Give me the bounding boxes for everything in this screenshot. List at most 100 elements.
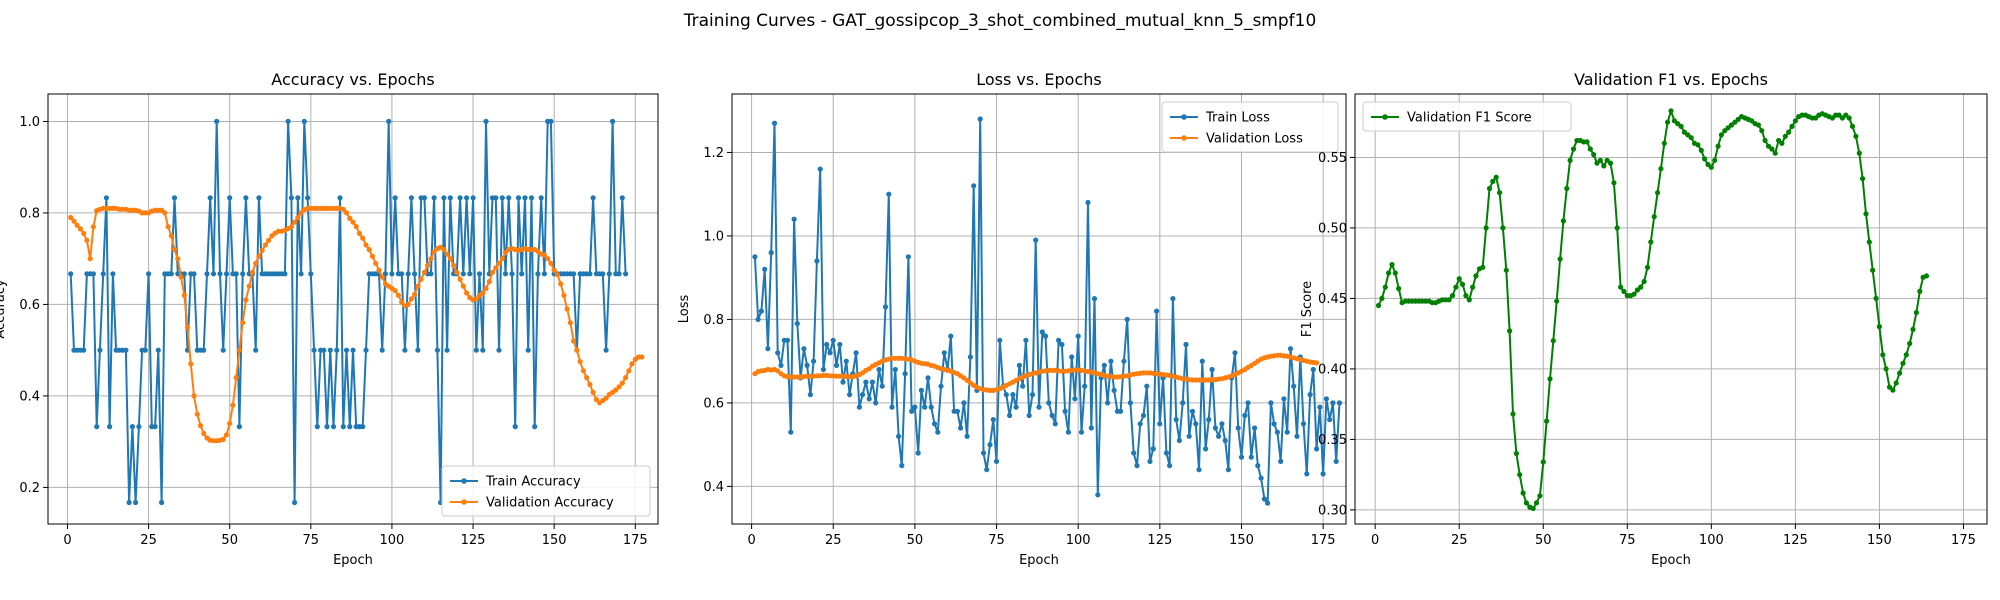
- legend-label: Validation F1 Score: [1407, 111, 1532, 126]
- data-point: [227, 195, 233, 201]
- data-point: [1483, 225, 1489, 231]
- data-point: [1473, 273, 1479, 279]
- data-point: [564, 306, 570, 312]
- x-tick-label: 75: [1619, 533, 1636, 548]
- data-point: [1052, 421, 1058, 427]
- data-point: [1533, 500, 1540, 506]
- data-point: [1517, 472, 1523, 478]
- data-point: [967, 354, 974, 360]
- data-point: [1550, 338, 1556, 344]
- data-point: [1853, 133, 1859, 139]
- data-point: [899, 463, 905, 469]
- y-tick-label: 0.30: [1318, 503, 1347, 518]
- data-point: [1375, 302, 1382, 309]
- data-point: [1631, 291, 1637, 297]
- data-point: [1163, 450, 1169, 456]
- data-point: [515, 195, 522, 201]
- data-point: [233, 271, 239, 277]
- data-point: [1466, 297, 1472, 303]
- data-point: [1386, 270, 1392, 276]
- data-point: [431, 195, 437, 201]
- x-tick-label: 150: [542, 533, 567, 548]
- data-point: [1274, 429, 1280, 435]
- data-point: [181, 292, 187, 298]
- data-point: [856, 404, 863, 410]
- data-point: [194, 411, 200, 417]
- figure-title: Training Curves - GAT_gossipcop_3_shot_c…: [683, 11, 1317, 31]
- data-point: [1095, 492, 1101, 498]
- data-point: [548, 260, 554, 266]
- data-point: [343, 347, 350, 353]
- data-point: [519, 271, 525, 277]
- data-point: [1641, 278, 1647, 285]
- data-point: [619, 195, 625, 201]
- data-point: [1863, 211, 1869, 217]
- data-point: [415, 283, 421, 289]
- data-point: [1147, 458, 1153, 464]
- data-point: [369, 253, 376, 259]
- data-point: [324, 424, 330, 430]
- data-point: [253, 347, 259, 353]
- data-point: [382, 271, 388, 277]
- data-point: [1759, 128, 1765, 134]
- chart-title: Validation F1 vs. Epochs: [1574, 70, 1768, 89]
- data-point: [1007, 412, 1013, 419]
- data-point: [794, 321, 800, 327]
- data-point: [840, 379, 846, 385]
- data-point: [571, 271, 577, 277]
- data-point: [136, 424, 142, 430]
- data-point: [502, 271, 509, 277]
- data-point: [551, 267, 557, 273]
- y-tick-label: 0.55: [1318, 151, 1347, 166]
- data-point: [1209, 366, 1215, 373]
- data-point: [421, 269, 427, 275]
- data-point: [168, 271, 174, 277]
- data-point: [1042, 333, 1049, 339]
- data-point: [1897, 370, 1903, 376]
- y-axis-label: Accuracy: [0, 279, 8, 339]
- data-point: [191, 393, 197, 399]
- data-point: [126, 499, 132, 506]
- x-tick-label: 125: [461, 533, 486, 548]
- data-point: [600, 271, 606, 277]
- data-point: [451, 262, 457, 269]
- data-point: [1607, 160, 1614, 166]
- data-point: [340, 424, 346, 430]
- data-point: [1238, 454, 1245, 460]
- data-point: [236, 347, 242, 353]
- data-point: [1389, 262, 1395, 268]
- data-point: [1284, 429, 1290, 435]
- data-point: [873, 400, 879, 406]
- data-point: [1876, 324, 1882, 330]
- x-axis-label: Epoch: [1651, 553, 1691, 568]
- data-point: [305, 195, 311, 201]
- data-point: [262, 242, 268, 248]
- data-point: [1890, 387, 1896, 393]
- data-point: [1614, 225, 1620, 231]
- data-point: [1486, 185, 1493, 192]
- data-point: [860, 392, 866, 398]
- data-point: [1870, 267, 1876, 273]
- y-axis-label: F1 Score: [1300, 281, 1315, 337]
- data-point: [918, 387, 925, 393]
- data-point: [480, 347, 486, 353]
- data-point: [1530, 505, 1536, 512]
- legend-label: Validation Loss: [1206, 132, 1303, 147]
- data-point: [123, 347, 129, 353]
- data-point: [1480, 264, 1486, 270]
- data-point: [1082, 383, 1088, 389]
- data-point: [243, 297, 249, 303]
- data-point: [363, 242, 369, 248]
- data-point: [1013, 404, 1019, 410]
- data-point: [1547, 376, 1553, 382]
- y-tick-label: 1.0: [19, 115, 40, 130]
- data-point: [1320, 471, 1326, 477]
- data-point: [1540, 459, 1546, 465]
- data-point: [292, 499, 298, 506]
- data-point: [256, 253, 262, 259]
- x-tick-label: 25: [140, 533, 157, 548]
- data-point: [935, 429, 941, 435]
- data-point: [90, 271, 96, 277]
- data-point: [408, 195, 414, 201]
- data-point: [1281, 396, 1287, 402]
